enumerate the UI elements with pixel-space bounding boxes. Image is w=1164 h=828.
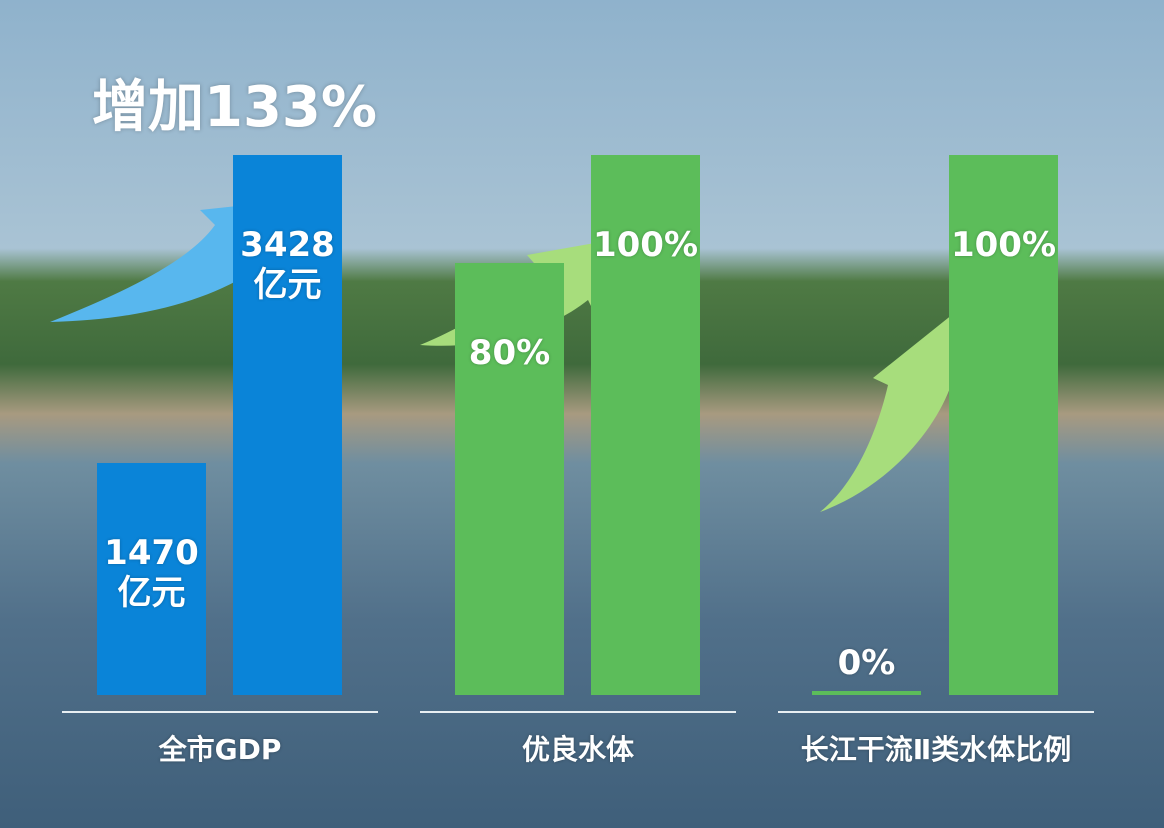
value-label: 100% [592,225,699,265]
value-label: 100% [950,225,1057,265]
value-label: 3428亿元 [240,225,335,305]
bar [97,463,206,695]
bar [949,155,1058,695]
bar [455,263,564,695]
value-label: 80% [468,333,551,373]
bar [812,691,921,695]
annotation: 增加133% [92,75,378,140]
bar [591,155,700,695]
baseline [62,711,378,713]
value-label: 0% [837,643,896,683]
baseline [778,711,1094,713]
bar [233,155,342,695]
category-label: 长江干流Ⅱ类水体比例 [800,733,1072,766]
category-label: 全市GDP [158,733,282,766]
arrow [820,310,968,512]
category-label: 优良水体 [521,733,634,766]
value-label: 1470亿元 [104,533,199,614]
baseline [420,711,736,713]
